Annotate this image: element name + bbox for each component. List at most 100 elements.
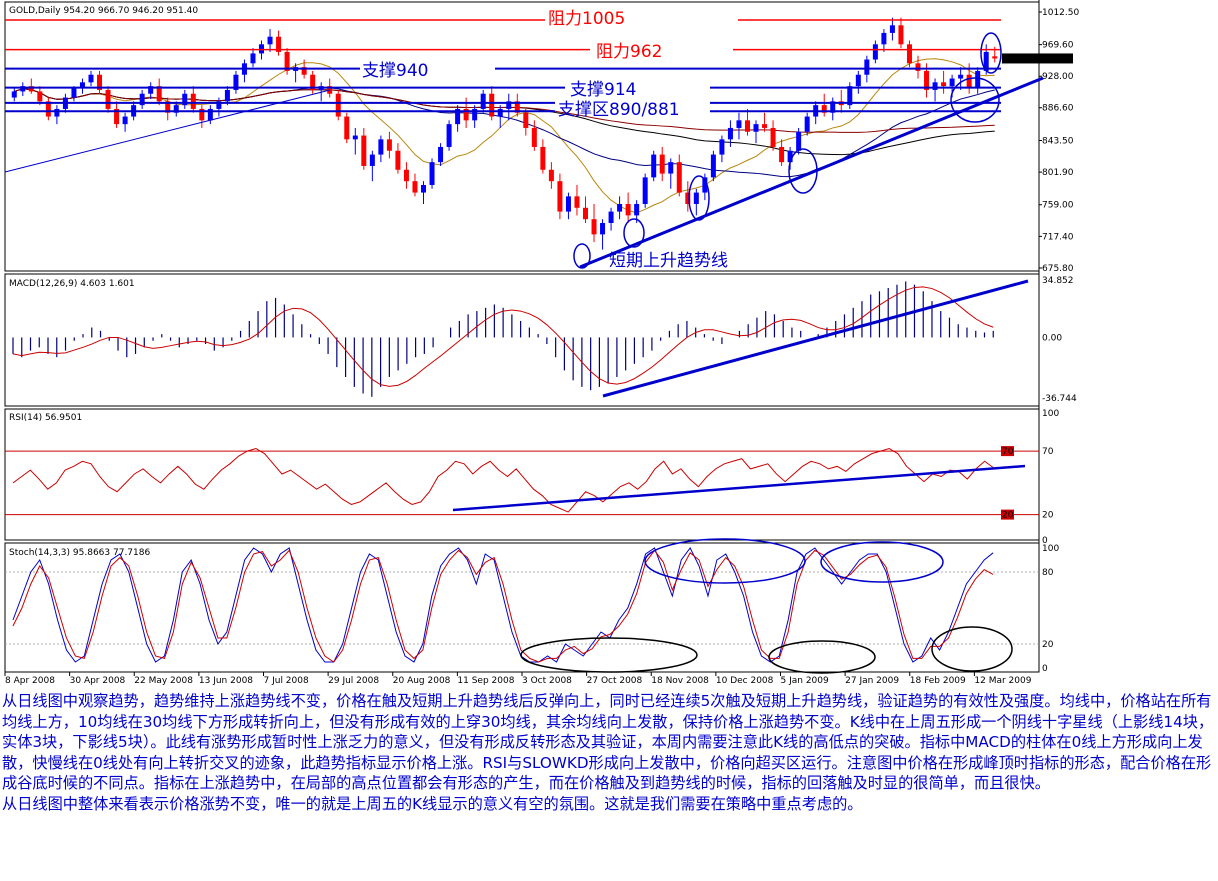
x-date-label: 3 Oct 2008 [522,676,572,686]
price-header: GOLD,Daily 954.20 966.70 946.20 951.40 [9,6,198,16]
stoch-circle-bottom-2 [768,640,876,674]
candle-body [574,196,580,208]
x-date-label: 5 Jan 2009 [781,676,829,686]
candle-body [233,74,239,90]
candle-body [941,82,947,87]
candle-body [659,154,665,174]
annotation-resistance-1005: 阻力1005 [548,9,625,29]
candle-body [45,101,51,117]
candle-body [165,101,171,113]
macd-tick-label: 0.00 [1042,333,1062,343]
macd-trend-line [602,279,1029,398]
last-price-label: 951.40 [1042,54,1074,64]
touch-circle-4 [980,32,1002,74]
x-date-label: 20 Aug 2008 [393,676,451,686]
stoch-circle-bottom-1 [520,637,698,673]
x-date-label: 22 May 2008 [134,676,193,686]
candle-body [958,74,964,79]
x-date-label: 29 Jul 2008 [328,676,379,686]
candle-body [685,192,691,204]
macd-tick-label: 34.852 [1042,276,1074,286]
candle-body [548,169,554,182]
rsi-line [12,448,994,513]
touch-circle-3 [788,148,818,194]
price-tick-label: 969.60 [1042,41,1074,51]
candle-body [915,63,921,71]
rsi-tick-label: 20 [1042,511,1054,521]
candle-body [224,89,230,102]
candle-body [949,78,955,87]
rsi-level-badge [1001,446,1014,457]
candle-body [906,44,912,64]
candle-body [804,116,810,132]
touch-circle-5 [950,77,1000,123]
x-date-label: 18 Feb 2009 [910,676,966,686]
annotation-short-trendline: 短期上升趋势线 [609,251,728,271]
candle-body [403,169,409,182]
candle-body [438,146,444,163]
x-date-label: 7 Jul 2008 [264,676,309,686]
rsi-level-badge-label: 70 [1002,447,1014,457]
candle-body [105,89,111,109]
candle-body [259,44,265,54]
rsi-trend-line [452,464,1026,512]
candle-body [702,177,708,193]
candle-body [821,105,827,113]
x-date-label: 8 Apr 2008 [5,676,55,686]
short-uptrend-line [579,76,1044,269]
candle-body [523,112,529,128]
candle-body [762,124,768,128]
candle-body [992,56,998,59]
touch-circle-0 [573,243,591,269]
candle-body [932,82,938,90]
stoch-header: Stoch(14,3,3) 95.8663 77.7186 [9,548,150,558]
last-price-badge [1002,53,1073,64]
candle-body [71,88,77,98]
candle-body [617,203,623,212]
stoch-circle-top-1 [644,538,806,584]
candle-body [395,150,401,170]
candle-body [352,135,358,140]
candle-body [727,127,733,140]
candle-body [114,108,120,125]
stoch-k-line [12,547,994,663]
price-tick-label: 843.50 [1042,136,1074,146]
stoch-d-line [12,549,994,663]
candle-body [634,203,640,216]
candle-body [506,101,512,109]
candle-body [11,91,17,98]
candle-body [310,74,316,90]
candle-body [472,108,478,121]
candle-body [779,146,785,163]
candle-body [88,74,94,83]
candle-body [335,93,341,117]
candle-body [676,162,682,193]
price-tick-label: 717.40 [1042,232,1074,242]
candle-body [514,101,520,113]
candle-body [480,93,486,109]
candle-body [446,124,452,147]
commentary-para-1: 从日线图中观察趋势，趋势维持上涨趋势线不变，价格在触及短期上升趋势线后反弹向上，… [2,692,1214,792]
candle-body [608,211,614,223]
candle-body [421,184,427,193]
macd-signal-line [12,286,994,387]
annotation-support-940: 支撑940 [362,61,428,81]
candle-body [207,108,213,121]
candle-body [276,36,282,52]
candle-body [344,116,350,140]
ma10-line [14,58,995,214]
touch-circle-1 [623,218,645,248]
candle-body [190,93,196,109]
stoch-tick-label: 80 [1042,568,1054,578]
candle-body [37,91,43,102]
candle-body [924,70,930,90]
candle-body [770,127,776,147]
x-date-label: 13 Jun 2008 [199,676,253,686]
annotation-resistance-962: 阻力962 [596,42,662,62]
stoch-tick-label: 20 [1042,640,1054,650]
x-date-label: 10 Dec 2008 [716,676,774,686]
candle-body [378,139,384,155]
rsi-level-badge [1001,509,1014,520]
candle-body [148,86,154,94]
candle-body [489,93,495,117]
